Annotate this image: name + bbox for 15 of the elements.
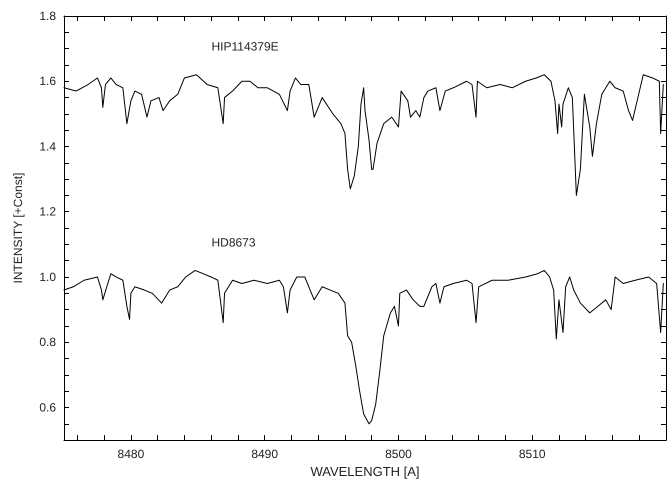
y-tick-label: 1.4 xyxy=(39,139,56,154)
x-tick-label: 8500 xyxy=(385,447,412,462)
text: HD8673 xyxy=(211,235,256,250)
y-tick-label: 1.8 xyxy=(39,9,56,23)
y-tick-label: 0.8 xyxy=(39,335,56,350)
x-tick-label: 8480 xyxy=(118,447,145,462)
x-tick-label: 8490 xyxy=(251,447,278,462)
y-tick-label: 1.0 xyxy=(39,270,56,284)
text: HIP114379E xyxy=(211,40,279,54)
y-axis-title: INTENSITY [+Const] xyxy=(11,172,25,284)
x-axis-title: WAVELENGTH [A] xyxy=(310,464,420,479)
y-tick-label: 0.6 xyxy=(39,400,56,414)
y-tick-label: 1.6 xyxy=(39,74,56,88)
y-tick-label: 1.2 xyxy=(39,204,56,219)
x-tick-label: 8510 xyxy=(518,447,546,462)
